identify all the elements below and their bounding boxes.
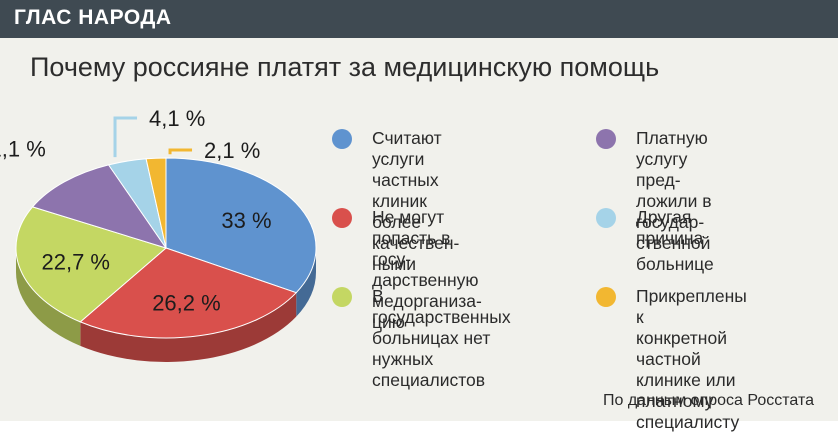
leader-line-5: [168, 148, 193, 155]
slice-label-4: 4,1 %: [149, 106, 205, 131]
leader-line-4: [113, 116, 138, 158]
pie-slice-5: [145, 157, 167, 249]
pie-side-2: [16, 248, 81, 346]
legend-label: В государственных больницах нет нужных спе…: [372, 286, 511, 390]
chart-title: Почему россияне платят за медицинскую по…: [30, 52, 660, 82]
legend-dot: [332, 208, 352, 228]
legend-dot: [332, 287, 352, 307]
legend-label: Не могут попасть в госу-дарственную медо…: [372, 207, 482, 332]
pie-chart: 33 % 26,2 % 22,7 % 11,1 % 4,1 % 2,1 %: [0, 106, 317, 362]
slice-label-2: 22,7 %: [42, 249, 111, 274]
pie-sides: [16, 248, 316, 362]
slice-label-0: 33 %: [221, 208, 271, 233]
legend-label: Другая причина: [636, 207, 704, 248]
legend-dot: [596, 287, 616, 307]
pie-slice-2: [15, 206, 168, 323]
header-bar: ГЛАС НАРОДА: [0, 0, 838, 38]
slice-label-1: 26,2 %: [152, 290, 221, 315]
legend-label: Прикреплены к конкретной частной клинике и…: [636, 286, 747, 432]
header-title: ГЛАС НАРОДА: [14, 6, 172, 29]
pie-slice-1: [79, 247, 298, 339]
pie-side-1: [80, 292, 297, 362]
pie-slice-3: [31, 164, 168, 249]
slice-label-3: 11,1 %: [0, 137, 46, 162]
legend-dot: [596, 129, 616, 149]
legend-label: Платную услугу пред-ложили в государ-ств…: [636, 128, 714, 274]
pie-side-0: [296, 248, 316, 317]
slice-label-5: 2,1 %: [204, 138, 260, 163]
legend-dot: [332, 129, 352, 149]
legend-label: Считают услуги частных клиник более качес…: [372, 128, 460, 274]
pie-slice-0: [165, 157, 317, 294]
source-note: По данным опроса Росстата: [602, 392, 814, 409]
legend-dot: [596, 208, 616, 228]
